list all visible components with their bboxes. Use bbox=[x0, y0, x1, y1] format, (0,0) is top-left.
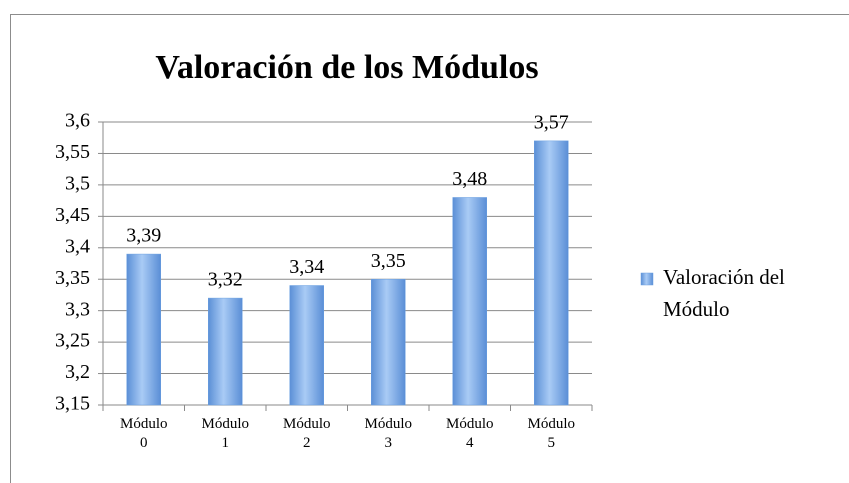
bar bbox=[371, 278, 406, 406]
x-tick-label: Módulo 4 bbox=[446, 416, 494, 451]
x-tick-label: Módulo 0 bbox=[120, 416, 168, 451]
y-tick-label: 3,5 bbox=[65, 172, 90, 194]
y-tick-label: 3,6 bbox=[65, 110, 90, 132]
bar bbox=[208, 297, 243, 406]
y-tick-label: 3,15 bbox=[55, 393, 90, 415]
y-tick-label: 3,25 bbox=[55, 330, 90, 352]
x-tick-label: Módulo 1 bbox=[201, 416, 249, 451]
data-label: 3,57 bbox=[534, 111, 569, 133]
data-label: 3,32 bbox=[208, 269, 243, 291]
data-label: 3,35 bbox=[371, 250, 406, 272]
data-label: 3,34 bbox=[289, 256, 324, 278]
x-tick-label: Módulo 2 bbox=[283, 416, 331, 451]
x-tick-label: Módulo 3 bbox=[364, 416, 412, 451]
data-label: 3,48 bbox=[452, 168, 487, 190]
legend-marker bbox=[640, 272, 654, 286]
legend-label: Valoración del Módulo bbox=[663, 265, 785, 321]
y-tick-label: 3,3 bbox=[65, 298, 90, 320]
bar bbox=[289, 285, 324, 406]
bar bbox=[452, 197, 487, 406]
data-label: 3,39 bbox=[126, 225, 161, 247]
bar bbox=[534, 140, 569, 406]
bar bbox=[126, 253, 161, 406]
x-tick-label: Módulo 5 bbox=[527, 416, 575, 451]
y-tick-label: 3,2 bbox=[65, 361, 90, 383]
y-tick-label: 3,55 bbox=[55, 141, 90, 163]
y-tick-label: 3,35 bbox=[55, 267, 90, 289]
y-tick-label: 3,45 bbox=[55, 204, 90, 226]
y-tick-label: 3,4 bbox=[65, 235, 90, 257]
chart-title: Valoración de los Módulos bbox=[155, 49, 538, 86]
